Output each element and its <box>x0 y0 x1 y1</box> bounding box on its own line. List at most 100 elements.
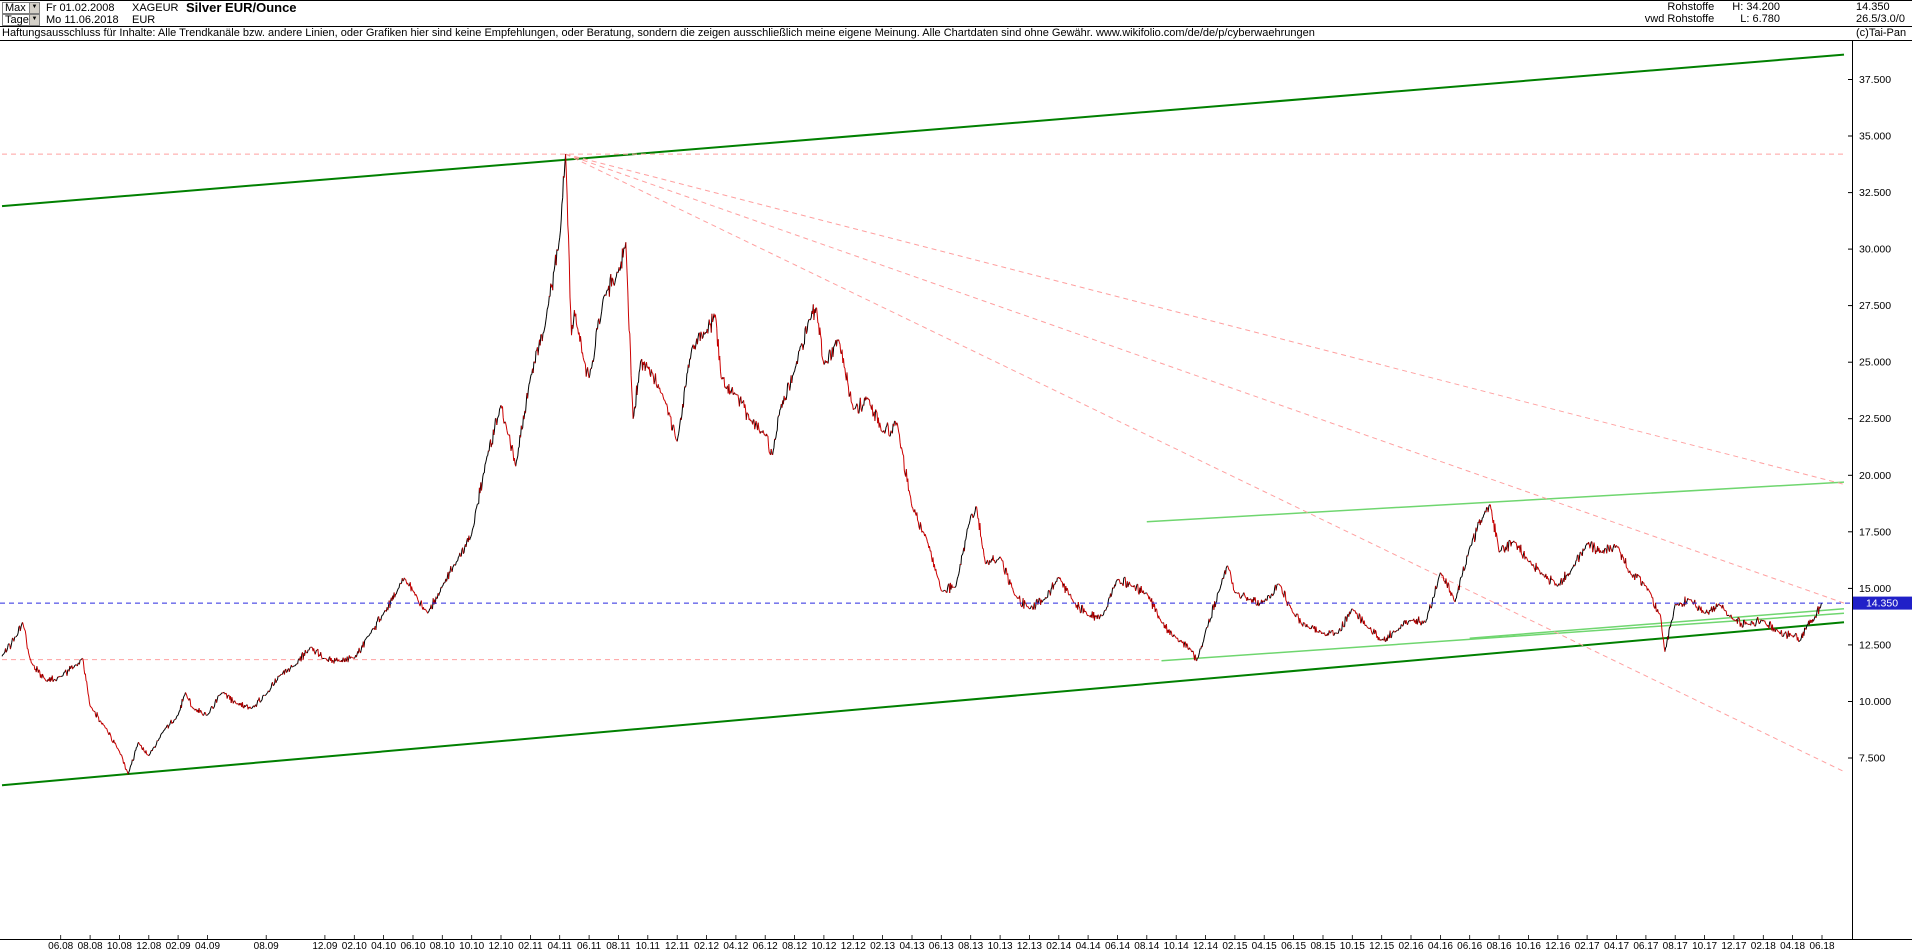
x-axis-label: 08.13 <box>958 940 984 952</box>
y-axis-label: 20.000 <box>1859 469 1891 481</box>
x-axis-label: 06.10 <box>400 940 426 952</box>
x-axis-label: 08.15 <box>1310 940 1336 952</box>
quote-info: Rohstoffe vwd Rohstoffe H: 34.200 L: 6.7… <box>1645 1 1912 26</box>
x-axis-label: 06.14 <box>1104 940 1131 952</box>
trendline-resistance-2016 <box>1146 480 1845 522</box>
period-dropdown[interactable]: Tage ▼ <box>2 14 40 26</box>
x-axis-label: 12.08 <box>136 940 162 952</box>
x-axis-label: 08.08 <box>77 940 103 952</box>
x-axis-label: 04.09 <box>194 940 221 952</box>
trendline-fan-line-3 <box>565 153 1845 772</box>
trendline-fan-line-2 <box>565 153 1845 604</box>
x-axis-label: 08.17 <box>1662 940 1688 952</box>
instrument-title: Silver EUR/Ounce <box>186 0 297 15</box>
x-axis-label: 10.10 <box>459 940 485 952</box>
x-axis-label: 08.09 <box>253 940 279 952</box>
x-axis-label: 12.16 <box>1545 940 1571 952</box>
y-axis-label: 35.000 <box>1859 130 1891 142</box>
x-axis-label: 04.14 <box>1075 940 1101 952</box>
x-axis-label: 10.14 <box>1163 940 1189 952</box>
x-axis-label: 08.14 <box>1134 940 1160 952</box>
price-chart[interactable]: 37.500 35.000 32.500 30.000 27.500 25.000 22.5… <box>0 40 1912 939</box>
x-axis-label: 12.12 <box>840 940 866 952</box>
disclaimer-bar: Haftungsausschluss für Inhalte: Alle Tre… <box>0 27 1912 41</box>
x-axis-label: 12.09 <box>312 940 338 952</box>
range-value: Max <box>5 1 26 14</box>
x-axis-label: 04.15 <box>1251 940 1277 952</box>
high-low-column: H: 34.200 L: 6.780 <box>1732 1 1780 26</box>
x-axis-label: 12.11 <box>665 940 690 952</box>
x-axis-label: 08.10 <box>429 940 455 952</box>
disclaimer-text: Haftungsausschluss für Inhalte: Alle Tre… <box>2 27 1315 40</box>
trendline-fan-line-1 <box>565 153 1845 485</box>
chart-end-date: Mo 11.06.2018 <box>46 14 119 26</box>
header-row-1: Max ▼ Fr 01.02.2008 XAGEUR Silver EUR/Ou… <box>0 0 297 15</box>
x-axis-label: 10.13 <box>987 940 1013 952</box>
x-axis-label: 06.11 <box>576 940 602 952</box>
trendline-support-2016 <box>1469 607 1845 639</box>
chevron-down-icon[interactable]: ▼ <box>29 2 39 13</box>
x-axis-label: 02.11 <box>518 940 543 952</box>
price-series-down <box>5 153 1821 774</box>
x-axis-label: 12.14 <box>1192 940 1219 952</box>
chart-area[interactable]: 37.500 35.000 32.500 30.000 27.500 25.000 22.5… <box>0 40 1912 939</box>
x-axis-label: 04.10 <box>371 940 397 952</box>
x-axis-label: 10.08 <box>106 940 132 952</box>
last-price-column: 14.350 26.5/3.0/0 <box>1852 1 1912 26</box>
trendline-support-2014 <box>1161 612 1845 662</box>
x-axis-label: 12.10 <box>488 940 514 952</box>
x-axis-label: 06.12 <box>752 940 778 952</box>
x-axis-label: 10.17 <box>1692 940 1718 952</box>
y-axis-label: 22.500 <box>1859 413 1891 425</box>
chart-controls: Max ▼ Fr 01.02.2008 XAGEUR Silver EUR/Ou… <box>0 0 297 26</box>
x-axis-label: 02.15 <box>1222 940 1248 952</box>
y-axis-label: 15.000 <box>1859 582 1891 594</box>
chart-settings-value: 26.5/3.0/0 <box>1856 13 1905 25</box>
x-axis-label: 04.17 <box>1603 940 1630 952</box>
x-axis-label: 06.18 <box>1809 940 1835 952</box>
range-dropdown[interactable]: Max ▼ <box>2 1 40 14</box>
x-axis-label: 04.18 <box>1780 940 1806 952</box>
x-axis-label: 06.08 <box>48 940 74 952</box>
x-axis-label: 12.13 <box>1016 940 1042 952</box>
x-axis-label: 12.15 <box>1369 940 1395 952</box>
x-axis-label: 02.17 <box>1574 940 1600 952</box>
x-axis-label: 04.13 <box>899 940 925 952</box>
header-row-2: Tage ▼ Mo 11.06.2018 EUR <box>0 14 297 26</box>
x-axis-label: 02.18 <box>1750 940 1776 952</box>
y-axis-label: 30.000 <box>1859 243 1891 255</box>
y-axis-label: 37.500 <box>1859 74 1891 86</box>
last-price-badge <box>1853 596 1912 610</box>
x-axis-label: 02.14 <box>1046 940 1072 952</box>
x-axis-label: 10.12 <box>811 940 837 952</box>
x-axis-label: 08.16 <box>1486 940 1512 952</box>
x-axis-label: 02.12 <box>693 940 720 952</box>
last-price-badge-text: 14.350 <box>1866 597 1898 609</box>
x-axis-label: 10.11 <box>635 940 660 952</box>
y-axis-label: 25.000 <box>1859 356 1891 368</box>
low-value: L: 6.780 <box>1740 13 1780 25</box>
trendline-upper-channel <box>1 53 1845 207</box>
data-source-label: vwd Rohstoffe <box>1644 13 1715 25</box>
x-axis-label: 10.16 <box>1515 940 1541 952</box>
x-axis-label: 02.09 <box>165 940 191 952</box>
chevron-down-icon[interactable]: ▼ <box>29 15 39 25</box>
x-axis-label: 02.16 <box>1398 940 1424 952</box>
instrument-symbol: XAGEUR <box>132 1 179 14</box>
y-axis-label: 12.500 <box>1859 639 1891 651</box>
x-axis-label: 12.17 <box>1721 940 1747 952</box>
x-axis-label: 04.12 <box>723 940 749 952</box>
x-axis-label: 02.13 <box>870 940 896 952</box>
trendline-lower-channel <box>1 620 1845 786</box>
x-axis-label: 04.11 <box>547 940 572 952</box>
x-axis-label: 08.12 <box>782 940 808 952</box>
y-axis-label: 27.500 <box>1859 300 1891 312</box>
high-value: H: 34.200 <box>1732 1 1780 13</box>
price-series-up <box>1 153 1823 774</box>
instrument-currency: EUR <box>132 14 156 26</box>
source-column: Rohstoffe vwd Rohstoffe <box>1645 1 1715 26</box>
category-label: Rohstoffe <box>1667 1 1715 13</box>
y-axis-label: 10.000 <box>1859 696 1891 708</box>
time-axis: 06.08 08.08 10.08 12.08 02.09 04.09 08.09 12.09… <box>0 938 1912 952</box>
chart-header: Max ▼ Fr 01.02.2008 XAGEUR Silver EUR/Ou… <box>0 0 1912 27</box>
